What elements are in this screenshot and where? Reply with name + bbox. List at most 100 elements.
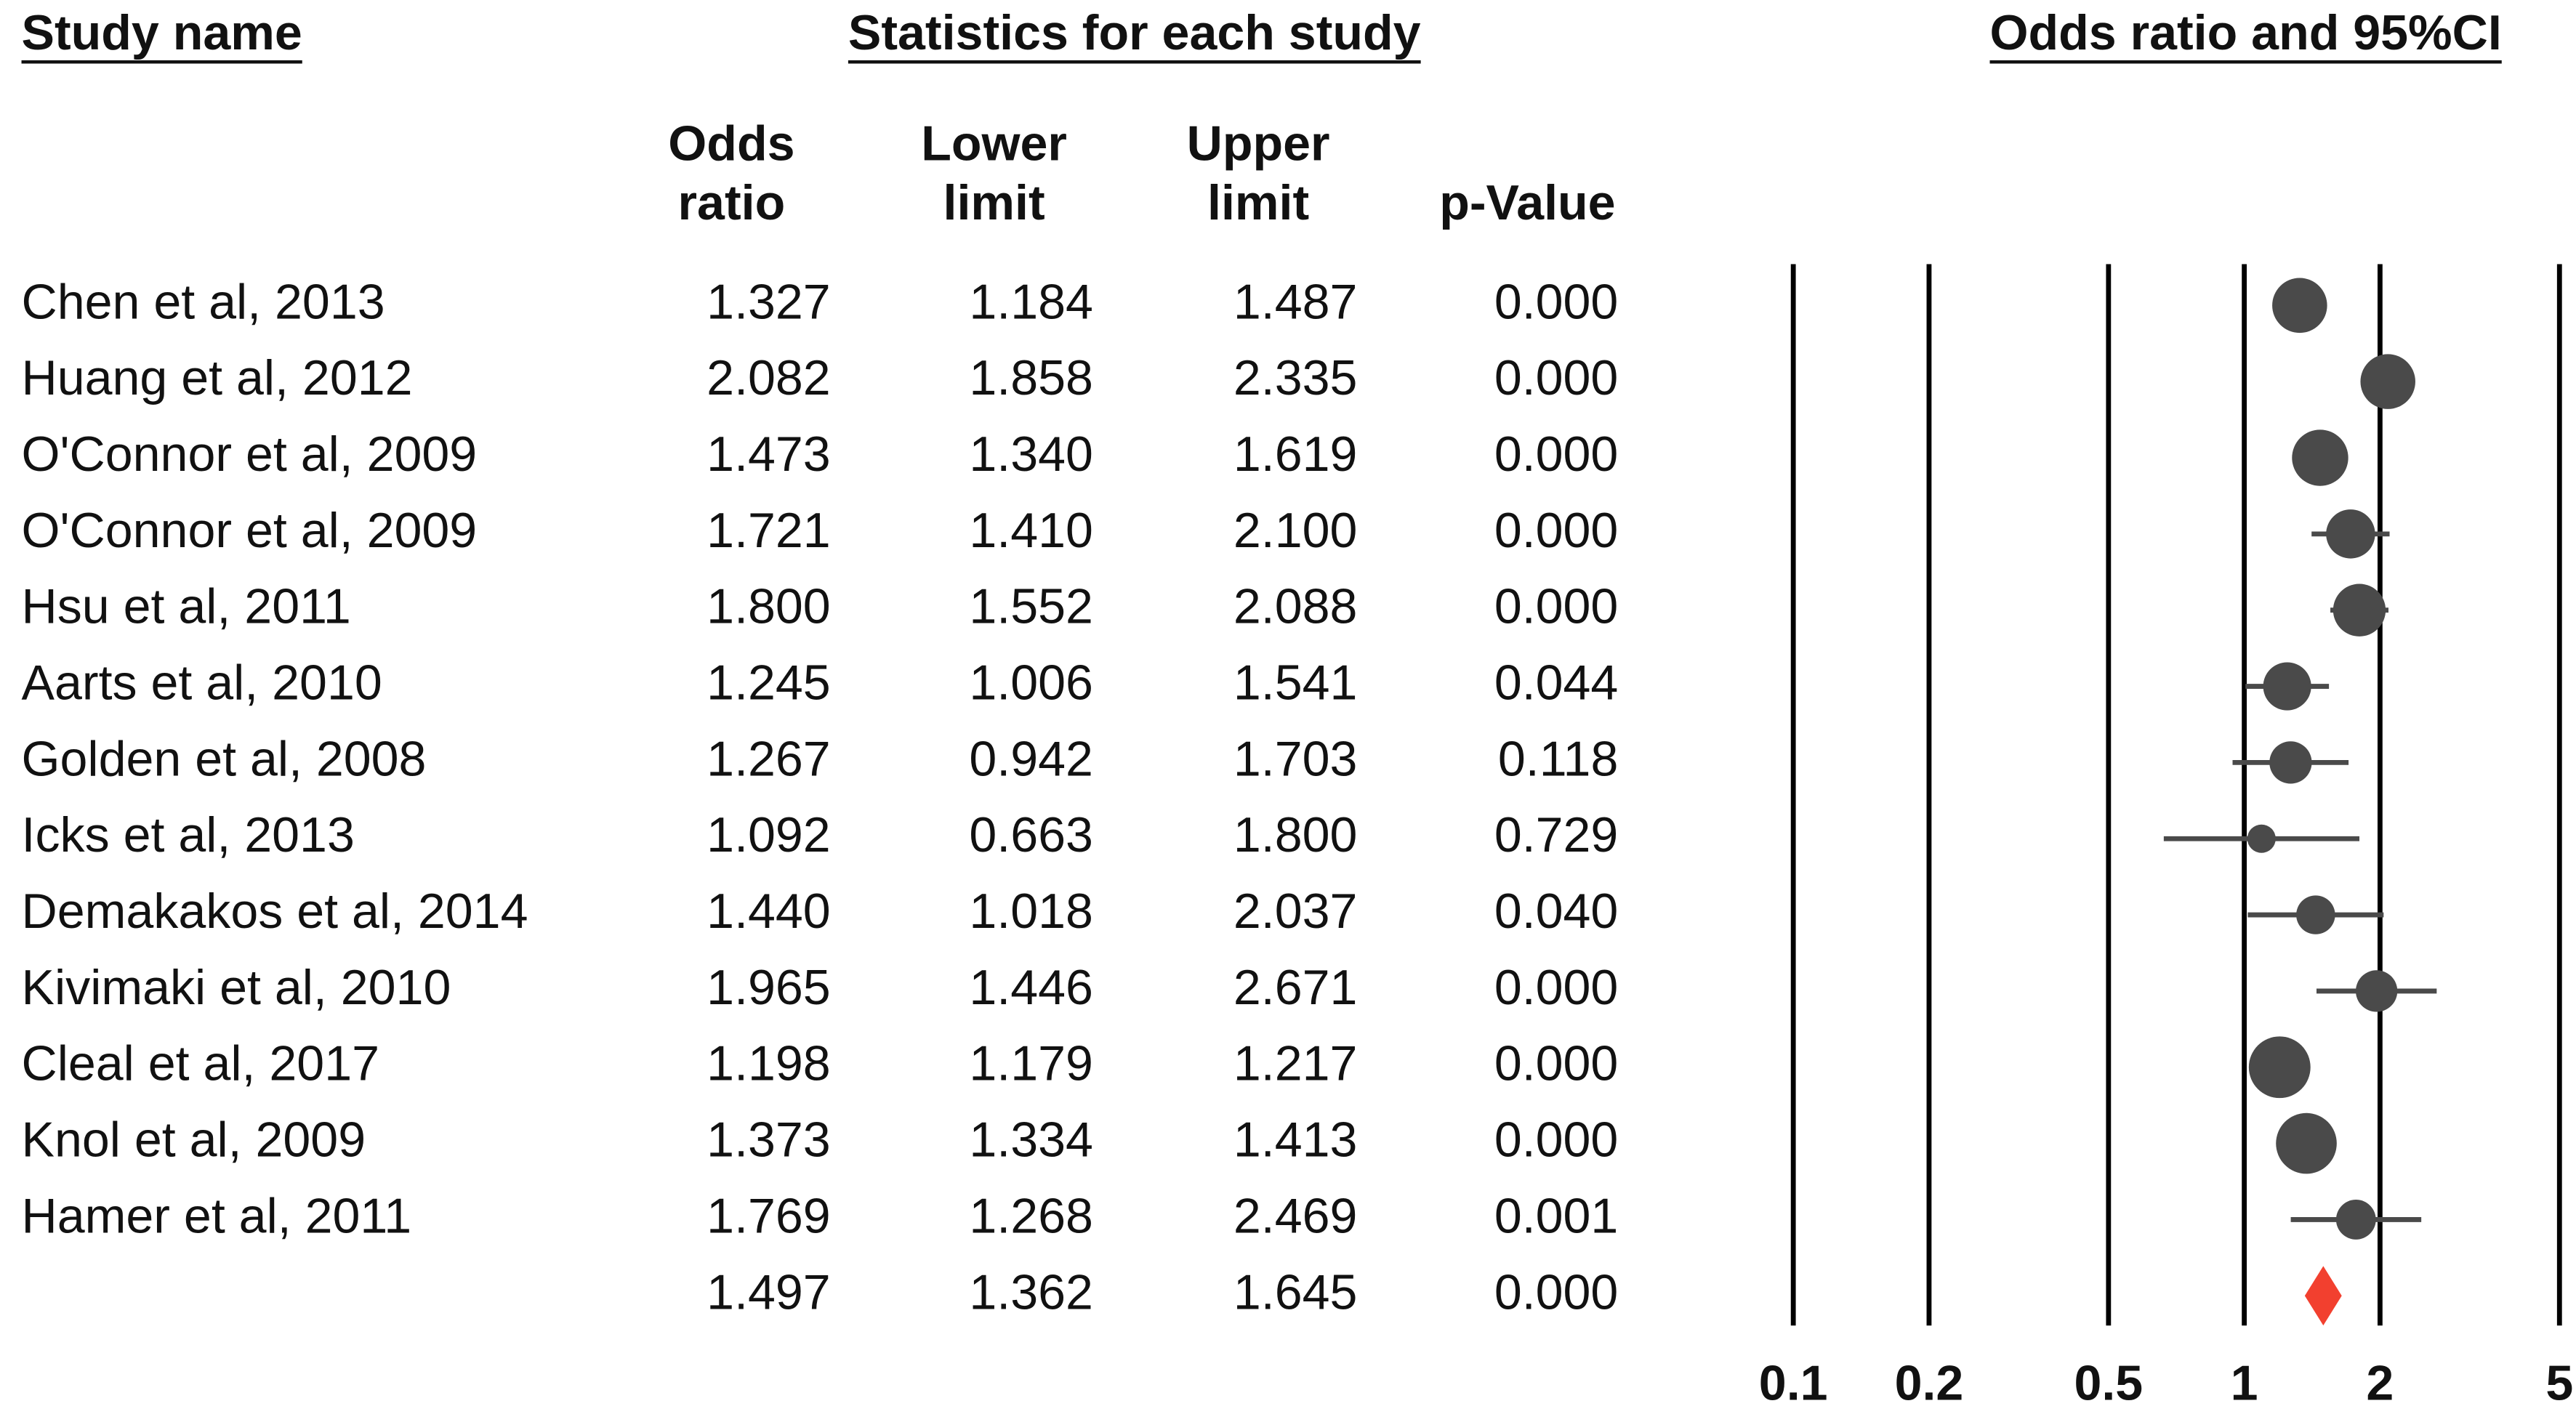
table-cell: 1.327	[707, 274, 831, 329]
odds-ratio-marker	[2292, 429, 2348, 486]
table-cell: 1.217	[1233, 1036, 1358, 1091]
table-cell: 2.088	[1233, 579, 1358, 634]
summary-diamond	[2304, 1266, 2342, 1326]
table-cell: 0.000	[1494, 503, 1619, 558]
x-tick-label: 0.5	[2074, 1355, 2143, 1410]
study-name: Icks et al, 2013	[22, 807, 355, 863]
table-cell: 2.469	[1233, 1188, 1358, 1243]
table-cell: 0.001	[1494, 1188, 1619, 1243]
column-header-box: p-Value	[1439, 177, 1615, 231]
table-cell: 1.018	[969, 884, 1093, 939]
x-tick-label: 2	[2366, 1355, 2394, 1410]
study-name: Chen et al, 2013	[22, 274, 385, 329]
table-cell: 2.037	[1233, 884, 1358, 939]
table-cell: 2.100	[1233, 503, 1358, 558]
column-header: Lower limit	[921, 117, 1067, 232]
column-header: Upper limit	[1186, 117, 1330, 232]
table-cell: 0.044	[1494, 655, 1619, 711]
odds-ratio-marker	[2272, 278, 2327, 334]
table-cell: 1.721	[707, 503, 831, 558]
table-cell: 1.092	[707, 807, 831, 863]
odds-ratio-marker	[2276, 1112, 2337, 1174]
table-cell: 0.000	[1494, 1264, 1619, 1320]
study-name: Huang et al, 2012	[22, 350, 413, 405]
study-name: O'Connor et al, 2009	[22, 427, 478, 482]
table-cell: 0.663	[969, 807, 1093, 863]
table-cell: 2.671	[1233, 960, 1358, 1015]
odds-ratio-marker	[2326, 509, 2375, 559]
table-cell: 1.268	[969, 1188, 1093, 1243]
study-name: Knol et al, 2009	[22, 1112, 366, 1168]
study-name: Demakakos et al, 2014	[22, 884, 528, 939]
odds-ratio-marker	[2296, 895, 2335, 934]
study-name: Hsu et al, 2011	[22, 579, 351, 634]
table-cell: 1.334	[969, 1112, 1093, 1168]
table-cell: 1.497	[707, 1264, 831, 1320]
table-cell: 1.440	[707, 884, 831, 939]
table-cell: 2.335	[1233, 350, 1358, 405]
table-cell: 1.245	[707, 655, 831, 711]
column-title: Study name	[22, 5, 302, 60]
study-name: Aarts et al, 2010	[22, 655, 382, 711]
column-header-box: Odds ratio	[668, 117, 795, 232]
odds-ratio-marker	[2355, 970, 2398, 1012]
table-cell: 1.373	[707, 1112, 831, 1168]
table-cell: 1.769	[707, 1188, 831, 1243]
table-cell: 0.000	[1494, 579, 1619, 634]
x-tick-label: 0.1	[1759, 1355, 1828, 1410]
table-cell: 1.446	[969, 960, 1093, 1015]
table-cell: 2.082	[707, 350, 831, 405]
table-cell: 1.413	[1233, 1112, 1358, 1168]
table-cell: 1.184	[969, 274, 1093, 329]
table-cell: 1.541	[1233, 655, 1358, 711]
odds-ratio-marker	[2335, 1200, 2376, 1240]
table-cell: 1.179	[969, 1036, 1093, 1091]
study-name: O'Connor et al, 2009	[22, 503, 478, 558]
study-name: Golden et al, 2008	[22, 731, 427, 786]
table-cell: 1.800	[707, 579, 831, 634]
odds-ratio-marker	[2263, 662, 2311, 711]
odds-ratio-marker	[2360, 354, 2415, 409]
x-tick-label: 1	[2231, 1355, 2258, 1410]
column-header-box: Upper limit	[1186, 117, 1330, 232]
table-cell: 1.473	[707, 427, 831, 482]
odds-ratio-marker	[2269, 741, 2312, 784]
table-cell: 0.000	[1494, 350, 1619, 405]
table-cell: 1.198	[707, 1036, 831, 1091]
table-cell: 1.487	[1233, 274, 1358, 329]
study-name: Cleal et al, 2017	[22, 1036, 379, 1091]
table-cell: 1.340	[969, 427, 1093, 482]
table-cell: 0.942	[969, 731, 1093, 786]
column-header-box: Lower limit	[921, 117, 1067, 232]
table-cell: 1.965	[707, 960, 831, 1015]
table-cell: 1.362	[969, 1264, 1093, 1320]
table-cell: 0.118	[1498, 731, 1618, 786]
table-cell: 0.000	[1494, 427, 1619, 482]
table-cell: 1.006	[969, 655, 1093, 711]
table-cell: 1.800	[1233, 807, 1358, 863]
odds-ratio-marker	[2333, 583, 2386, 637]
table-cell: 0.000	[1494, 960, 1619, 1015]
column-title: Statistics for each study	[848, 5, 1421, 60]
table-cell: 0.040	[1494, 884, 1619, 939]
column-header: Odds ratio	[668, 117, 795, 232]
table-cell: 1.552	[969, 579, 1093, 634]
x-tick-label: 0.2	[1895, 1355, 1964, 1410]
odds-ratio-marker	[2247, 824, 2276, 853]
table-cell: 1.267	[707, 731, 831, 786]
table-cell: 1.619	[1233, 427, 1358, 482]
table-cell: 1.410	[969, 503, 1093, 558]
x-tick-label: 5	[2545, 1355, 2573, 1410]
study-name: Kivimaki et al, 2010	[22, 960, 451, 1015]
column-title: Odds ratio and 95%CI	[1990, 5, 2502, 60]
odds-ratio-marker	[2248, 1036, 2311, 1099]
table-cell: 1.703	[1233, 731, 1358, 786]
table-cell: 1.645	[1233, 1264, 1358, 1320]
table-cell: 0.000	[1494, 1036, 1619, 1091]
table-cell: 0.000	[1494, 274, 1619, 329]
study-name: Hamer et al, 2011	[22, 1188, 412, 1243]
table-cell: 1.858	[969, 350, 1093, 405]
table-cell: 0.000	[1494, 1112, 1619, 1168]
